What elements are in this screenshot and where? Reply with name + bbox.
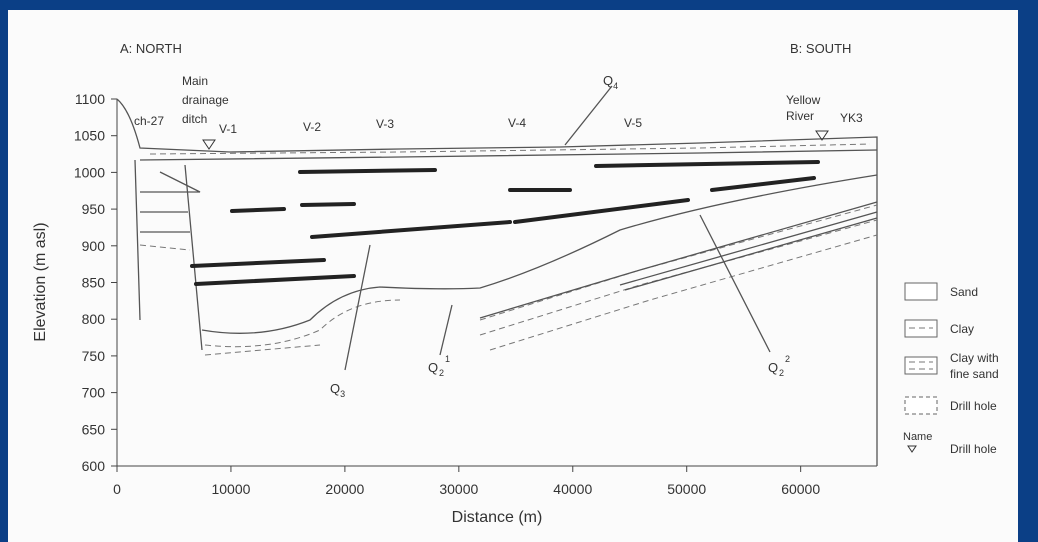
y-axis-label: Elevation (m asl) <box>32 222 49 341</box>
unit-base: Q <box>768 360 778 375</box>
x-tick-label: 20000 <box>325 481 364 497</box>
unit-sub: 4 <box>613 81 618 91</box>
y-tick-label: 1000 <box>74 164 105 180</box>
legend-symbol: Name <box>903 431 932 443</box>
drill-hole: V-4 <box>508 116 526 130</box>
drill-hole: V-5 <box>624 116 642 130</box>
y-tick-label: 1100 <box>75 91 105 107</box>
y-tick-label: 1050 <box>74 128 105 144</box>
drill-hole: V-1 <box>219 122 237 136</box>
y-tick-label: 700 <box>82 385 106 401</box>
y-tick-label: 800 <box>82 311 106 327</box>
x-tick-label: 0 <box>113 481 121 497</box>
legend-swatch <box>905 283 937 300</box>
unit-sub: 2 <box>779 368 784 378</box>
legend-swatch <box>905 357 937 374</box>
feature-label: Main <box>182 74 208 88</box>
north-label: A: NORTH <box>120 41 182 56</box>
drill-hole: V-3 <box>376 117 394 131</box>
legend-label: Clay <box>950 322 974 336</box>
page: {"header": {"north": "A: NORTH", "south"… <box>0 0 1038 542</box>
panel <box>8 10 1018 542</box>
x-tick-label: 60000 <box>781 481 820 497</box>
x-tick-label: 50000 <box>667 481 706 497</box>
y-tick-label: 750 <box>82 348 106 364</box>
x-tick-label: 30000 <box>439 481 478 497</box>
legend-swatch <box>905 397 937 414</box>
unit-base: Q <box>603 73 613 88</box>
feature-label: River <box>786 109 814 123</box>
x-tick-label: 10000 <box>211 481 250 497</box>
feature-label: Yellow <box>786 93 821 107</box>
feature-label: drainage <box>182 93 229 107</box>
drill-hole: ch-27 <box>134 114 164 128</box>
legend-label: Sand <box>950 285 978 299</box>
figure: 600 650 700 750 800 850 900 950 1000 1050 1100 0 100… <box>0 0 1038 542</box>
x-tick-label: 40000 <box>553 481 592 497</box>
y-tick-label: 600 <box>82 458 106 474</box>
legend-label: Clay with <box>950 351 999 365</box>
unit-base: Q <box>428 360 438 375</box>
legend-label: Drill hole <box>950 399 997 413</box>
unit-sup: 1 <box>445 354 450 364</box>
feature-label: ditch <box>182 112 207 126</box>
drill-hole: V-2 <box>303 120 321 134</box>
y-tick-label: 950 <box>82 201 106 217</box>
drill-hole: YK3 <box>840 111 863 125</box>
legend-label: fine sand <box>950 367 999 381</box>
x-axis-label: Distance (m) <box>452 509 543 526</box>
unit-sup: 2 <box>785 354 790 364</box>
y-tick-label: 900 <box>82 238 106 254</box>
south-label: B: SOUTH <box>790 41 851 56</box>
y-tick-label: 850 <box>82 275 106 291</box>
legend-label: Drill hole <box>950 442 997 456</box>
unit-base: Q <box>330 381 340 396</box>
unit-sub: 3 <box>340 389 345 399</box>
y-tick-label: 650 <box>82 421 106 437</box>
unit-sub: 2 <box>439 368 444 378</box>
